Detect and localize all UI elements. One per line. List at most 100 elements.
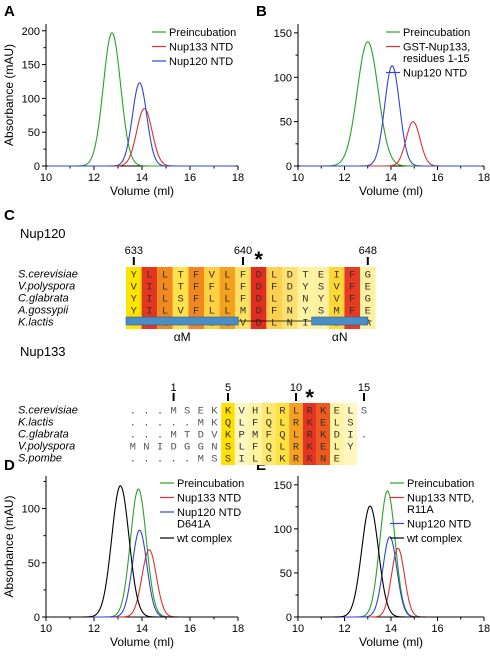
series-line: [300, 490, 482, 618]
residue: S: [225, 454, 231, 466]
chromatogram-b: 10 12 14 16 18 0 50 100 150 Volume (ml) Preincubat…: [274, 24, 490, 198]
species-label: C.glabrata: [18, 429, 69, 441]
residue: G: [266, 454, 272, 466]
residue: L: [238, 418, 244, 430]
residue: Y: [302, 306, 309, 318]
species-label: V.polyspora: [18, 441, 75, 453]
residue: .: [184, 418, 190, 430]
residue: F: [240, 282, 246, 294]
residue: L: [347, 406, 353, 418]
conservation-column: [313, 267, 329, 329]
residue: L: [279, 442, 285, 454]
residue: V: [238, 406, 245, 418]
residue: .: [143, 418, 149, 430]
y-tick-label: 100: [22, 504, 40, 516]
residue: I: [146, 306, 152, 318]
residue: G: [365, 270, 371, 282]
legend-label: D641A: [177, 519, 211, 531]
x-axis-label: Volume (ml): [110, 184, 174, 198]
residue: K: [279, 454, 286, 466]
residue: Q: [266, 442, 272, 454]
conservation-column: [126, 267, 142, 329]
chromatogram-d: 10 12 14 16 18 0 50 100 Volume (ml) Absorbance (m…: [2, 476, 244, 649]
x-tick-label: 16: [184, 172, 196, 184]
residue: D: [170, 442, 176, 454]
conservation-column: [157, 267, 173, 329]
residue: D: [198, 430, 204, 442]
legend-label: Nup120 NTD: [403, 68, 467, 80]
conservation-column: [234, 403, 249, 465]
conservation-column: [297, 267, 314, 329]
x-tick-label: 14: [385, 623, 397, 635]
residue: .: [130, 406, 136, 418]
y-tick-label: 100: [22, 93, 40, 105]
residue: N: [211, 442, 217, 454]
residue: L: [224, 282, 230, 294]
residue: M: [333, 306, 339, 318]
residue: N: [320, 454, 326, 466]
residue: S: [361, 406, 367, 418]
residue: D: [287, 270, 293, 282]
residue: M: [252, 430, 258, 442]
residue: L: [271, 270, 277, 282]
y-axis-label: Absorbance (mAU): [2, 495, 16, 597]
y-tick-label: 100: [274, 524, 292, 536]
residue: N: [287, 318, 293, 330]
residue: L: [271, 294, 277, 306]
legend-label: Nup120 NTD: [177, 507, 241, 519]
residue: .: [184, 454, 190, 466]
star-marker: *: [305, 385, 314, 410]
x-tick-label: 10: [292, 172, 304, 184]
residue: E: [318, 270, 324, 282]
x-axis-label: Volume (ml): [110, 635, 174, 649]
residue: L: [293, 406, 299, 418]
x-tick-label: 12: [88, 623, 100, 635]
conservation-column: [302, 403, 317, 465]
residue: .: [143, 454, 149, 466]
residue-number: 640: [234, 245, 252, 257]
y-tick-label: 150: [274, 28, 292, 40]
residue: Q: [225, 418, 231, 430]
residue: G: [184, 442, 190, 454]
series-line: [300, 505, 482, 618]
residue: F: [240, 294, 246, 306]
residue: N: [143, 442, 149, 454]
residue: L: [334, 442, 340, 454]
residue: L: [293, 430, 299, 442]
residue: Y: [347, 442, 354, 454]
y-tick-label: 150: [274, 480, 292, 492]
x-tick-label: 12: [338, 623, 350, 635]
conservation-column: [344, 267, 360, 329]
residue: K: [306, 418, 313, 430]
conservation-column: [275, 403, 290, 465]
residue: S: [225, 442, 231, 454]
residue: E: [320, 418, 326, 430]
residue: I: [146, 282, 152, 294]
legend-label: Preincubation: [177, 478, 244, 490]
residue: R: [293, 442, 300, 454]
helix-label: αN: [332, 330, 348, 344]
series-line: [300, 547, 482, 618]
conservation-column: [248, 403, 262, 465]
conservation-column: [235, 267, 251, 329]
residue: I: [238, 454, 244, 466]
conservation-column: [330, 403, 344, 465]
residue: F: [209, 282, 215, 294]
residue: V: [333, 294, 340, 306]
series-line: [48, 485, 236, 618]
legend-label: Nup133 NTD: [169, 42, 233, 54]
residue: R: [293, 418, 300, 430]
residue: .: [130, 430, 136, 442]
y-tick-label: 50: [28, 558, 40, 570]
panel-letter-b: B: [256, 3, 267, 20]
y-tick-label: 50: [280, 568, 292, 580]
helix-label: αM: [174, 330, 191, 344]
residue: I: [146, 294, 152, 306]
legend-label: Preincubation: [169, 27, 236, 39]
conservation-column: [266, 267, 282, 329]
residue: L: [334, 418, 340, 430]
residue: E: [334, 454, 340, 466]
conservation-column: [316, 403, 330, 465]
panel-letter-c: C: [4, 207, 15, 224]
